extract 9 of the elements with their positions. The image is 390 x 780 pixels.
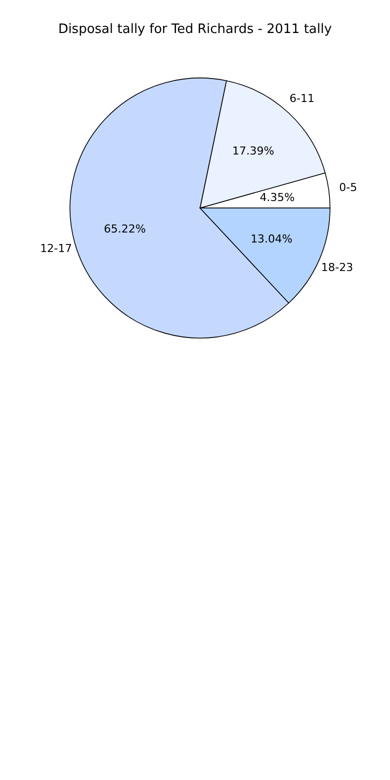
slice-label: 0-5 — [339, 181, 358, 194]
slice-label: 12-17 — [40, 242, 72, 255]
slice-label: 6-11 — [290, 92, 315, 106]
data-label: 65.22% — [104, 222, 146, 236]
slice-label: 18-23 — [321, 261, 354, 274]
data-label: 17.39% — [232, 144, 274, 158]
data-label: 13.04% — [250, 232, 293, 246]
data-label: 4.35% — [260, 190, 295, 204]
chart-title: Disposal tally for Ted Richards - 2011 tally — [57, 21, 333, 39]
